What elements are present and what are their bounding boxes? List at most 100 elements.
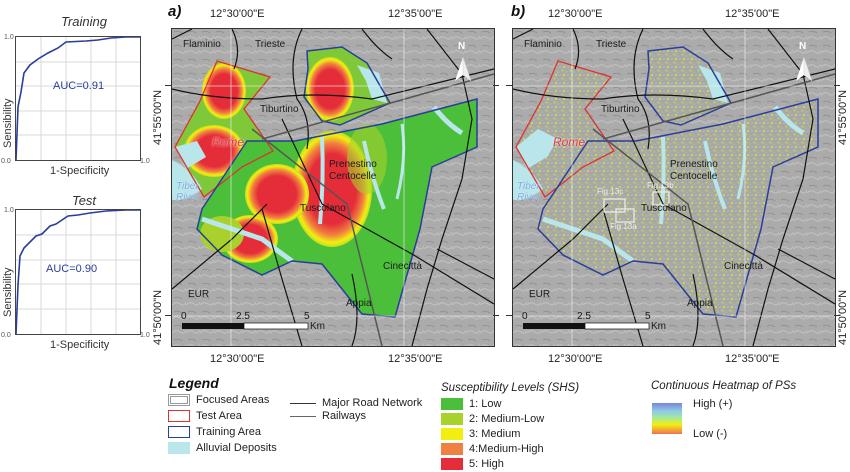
- north-arrow-label: N: [799, 41, 807, 52]
- roc-training-plot: [15, 36, 141, 161]
- scale-2-5: 2.5: [577, 311, 591, 322]
- map-a-lon-top-left: 12°30'00"E: [210, 8, 265, 20]
- map-a-lat-lower: 41°50'00"N: [152, 289, 164, 345]
- map-a-susceptibility[interactable]: Flaminio Trieste Tiburtino Rome Tiber Ri…: [171, 28, 495, 347]
- roc-test-plot: [15, 209, 141, 335]
- centocelle-word: Centocelle: [329, 171, 377, 182]
- map-a-lon-top-right: 12°35'00"E: [388, 8, 443, 20]
- north-arrow-label: N: [458, 41, 466, 52]
- prenestino-word: Prenestino: [329, 159, 377, 170]
- place-rome: Rome: [212, 135, 245, 149]
- legend-focused-areas: Focused Areas: [168, 394, 269, 406]
- place-trieste: Trieste: [596, 39, 627, 50]
- roc-test-origin: 0.0: [1, 332, 11, 339]
- river-word: River: [176, 192, 200, 203]
- major-road-label: Major Road Network: [322, 397, 423, 409]
- roc-training-xmax: 1.0: [140, 158, 150, 165]
- roc-training-ymax: 1.0: [4, 34, 14, 41]
- roc-test-chart: Test AUC=0.90 Sensibility 1-Specificity …: [0, 193, 160, 363]
- roc-test-ylabel: Sensibility: [2, 267, 14, 317]
- legend-test-area: Test Area: [168, 410, 242, 422]
- map-b-heatmap[interactable]: Flaminio Trieste Tiburtino Rome Tiber Ri…: [512, 28, 836, 347]
- roc-training-chart: Training AUC=0.91 Sensibility 1-Specific…: [0, 14, 160, 184]
- road-line-swatch: [290, 402, 316, 404]
- training-area-swatch: [168, 426, 190, 438]
- map-b-lat-lower: 41°50'00"N: [837, 289, 849, 345]
- place-trieste: Trieste: [255, 39, 286, 50]
- level-3-label: 3: Medium: [469, 428, 521, 440]
- centocelle-word: Centocelle: [670, 171, 718, 182]
- alluvial-label: Alluvial Deposits: [196, 442, 277, 454]
- place-eur: EUR: [529, 289, 551, 300]
- roc-training-ylabel: Sensibility: [2, 98, 14, 148]
- roc-test-title: Test: [71, 193, 97, 208]
- roc-training-xlabel: 1-Specificity: [50, 165, 110, 177]
- roc-training-title: Training: [60, 14, 107, 29]
- place-tiber-river: Tiber River: [517, 181, 540, 203]
- map-b-tick-right-upper: [834, 85, 840, 86]
- test-area-swatch: [168, 410, 190, 422]
- place-cinecitta: Cinecittà: [383, 261, 422, 272]
- level-4: 4:Medium-High: [441, 443, 544, 455]
- alluvial-swatch: [168, 442, 190, 454]
- panel-b-label: b): [511, 3, 526, 20]
- legend-training-area: Training Area: [168, 426, 261, 438]
- map-b-tick-right-lower: [834, 315, 840, 316]
- scale-5: 5: [645, 311, 651, 322]
- place-appia: Appia: [346, 298, 372, 309]
- place-cinecitta: Cinecittà: [724, 261, 763, 272]
- scale-unit: Km: [310, 321, 325, 332]
- focus-box-13b: [652, 191, 670, 206]
- level-1-swatch: [441, 398, 463, 410]
- place-tiburtino: Tiburtino: [601, 104, 640, 115]
- level-2-label: 2: Medium-Low: [469, 413, 545, 425]
- place-prenestino: Prenestino Centocelle: [329, 159, 377, 183]
- prenestino-word: Prenestino: [670, 159, 718, 170]
- river-word: River: [517, 192, 541, 203]
- map-b-lon-bottom-right: 12°35'00"E: [725, 353, 780, 365]
- focused-areas-label: Focused Areas: [196, 394, 270, 406]
- scale-5: 5: [304, 311, 310, 322]
- panel-a-label: a): [168, 3, 182, 20]
- map-b-tick-left-lower: [506, 315, 512, 316]
- roc-training-auc: AUC=0.91: [53, 80, 105, 92]
- level-3: 3: Medium: [441, 428, 520, 440]
- focus-label-13c: Fig.13c: [597, 187, 624, 196]
- heatmap-title: Continuous Heatmap of PSs: [651, 380, 797, 392]
- test-area-label: Test Area: [196, 410, 242, 422]
- level-3-swatch: [441, 428, 463, 440]
- map-b-lon-bottom-left: 12°30'00"E: [548, 353, 603, 365]
- railway-line-swatch: [290, 415, 316, 417]
- map-a-graphics: [172, 29, 494, 346]
- roc-test-ymax: 1.0: [4, 207, 14, 214]
- place-tiburtino: Tiburtino: [260, 104, 299, 115]
- level-5: 5: High: [441, 458, 504, 470]
- legend-major-road: Major Road Network: [290, 397, 422, 409]
- scale-unit: Km: [651, 321, 666, 332]
- heatmap-low-label: Low (-): [693, 428, 728, 440]
- place-tuscolano: Tuscolano: [641, 203, 687, 214]
- map-a-lon-bottom-left: 12°30'00"E: [210, 353, 265, 365]
- legend-title: Legend: [169, 375, 219, 391]
- place-eur: EUR: [188, 289, 210, 300]
- susceptibility-title: Susceptibility Levels (SHS): [441, 382, 580, 394]
- roc-test-xlabel: 1-Specificity: [50, 339, 110, 351]
- map-a-lat-upper: 41°55'00"N: [152, 89, 164, 145]
- place-flaminio: Flaminio: [183, 39, 221, 50]
- roc-training-curve: [15, 36, 140, 161]
- map-a-tick-left-upper: [165, 85, 171, 86]
- place-flaminio: Flaminio: [524, 39, 562, 50]
- focus-box-13a: [615, 208, 635, 223]
- level-1-label: 1: Low: [469, 398, 502, 410]
- map-b-lat-upper: 41°55'00"N: [837, 89, 849, 145]
- level-1: 1: Low: [441, 398, 501, 410]
- place-appia: Appia: [687, 298, 713, 309]
- place-tuscolano: Tuscolano: [300, 203, 346, 214]
- map-a-tick-right-lower: [493, 315, 499, 316]
- scale-2-5: 2.5: [236, 311, 250, 322]
- map-a-tick-right-upper: [493, 85, 499, 86]
- map-a-lon-bottom-right: 12°35'00"E: [388, 353, 443, 365]
- level-4-swatch: [441, 443, 463, 455]
- scale-0: 0: [522, 311, 528, 322]
- place-rome: Rome: [553, 135, 586, 149]
